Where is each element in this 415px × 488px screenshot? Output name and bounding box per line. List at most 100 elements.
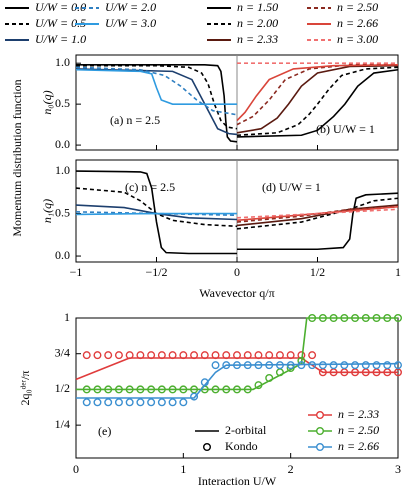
panel-label: (b) U/W = 1	[316, 122, 375, 136]
kondo-point	[222, 361, 231, 370]
y-tick-label: 1.0	[55, 163, 70, 177]
kondo-point	[318, 314, 327, 323]
data-line	[236, 204, 399, 227]
kondo-point	[361, 314, 370, 323]
kondo-point	[147, 398, 156, 407]
kondo-point	[190, 392, 199, 401]
kondo-point	[383, 314, 392, 323]
kondo-point	[372, 361, 381, 370]
y-tick-label: 0.5	[55, 96, 70, 110]
legend-label: n = 2.66	[338, 439, 379, 453]
kondo-point	[394, 361, 403, 370]
data-line	[76, 317, 398, 391]
legend-swatch	[316, 427, 325, 436]
kondo-point	[372, 314, 381, 323]
legend-label: n = 3.00	[337, 32, 378, 46]
x-axis-label: Interaction U/W	[198, 474, 277, 488]
kondo-point	[222, 351, 231, 360]
x-tick-label: 0	[73, 462, 79, 476]
kondo-point	[265, 374, 274, 383]
x-tick-label: 0	[234, 265, 240, 279]
y-tick-label: 0.0	[55, 248, 70, 262]
kondo-point	[200, 351, 209, 360]
data-line	[75, 170, 237, 255]
x-tick-label: 1	[180, 462, 186, 476]
kondo-point	[114, 398, 123, 407]
data-line	[237, 192, 399, 251]
legend-label: U/W = 2.0	[105, 0, 156, 14]
y-tick-label: 0.5	[55, 205, 70, 219]
y-tick-label: 1/4	[55, 417, 70, 431]
kondo-point	[114, 351, 123, 360]
legend-label: n = 2.66	[337, 16, 378, 30]
kondo-point	[168, 398, 177, 407]
legend-label: n = 2.50	[338, 423, 379, 437]
kondo-point	[232, 351, 241, 360]
kondo-point	[318, 361, 327, 370]
kondo-point	[104, 385, 113, 394]
y-tick-label: 1.0	[55, 55, 70, 69]
legend-swatch	[202, 443, 211, 452]
kondo-point	[147, 385, 156, 394]
data-line	[75, 212, 237, 216]
legend-label: n = 2.00	[237, 16, 278, 30]
data-line	[236, 208, 399, 219]
kondo-point	[222, 385, 231, 394]
kondo-point	[125, 351, 134, 360]
legend-swatch	[316, 411, 325, 420]
kondo-point	[82, 351, 91, 360]
kondo-point	[125, 385, 134, 394]
y-tick-label: 0.0	[55, 137, 70, 151]
kondo-point	[308, 351, 317, 360]
y-axis-label: n₀(q)	[40, 90, 54, 114]
kondo-point	[286, 351, 295, 360]
kondo-point	[179, 385, 188, 394]
data-line	[236, 66, 399, 137]
kondo-point	[136, 385, 145, 394]
kondo-point	[190, 351, 199, 360]
kondo-point	[200, 378, 209, 387]
kondo-point	[114, 385, 123, 394]
legend-label: n = 2.50	[337, 0, 378, 14]
kondo-point	[93, 398, 102, 407]
kondo-point	[275, 351, 284, 360]
data-line	[75, 66, 238, 116]
kondo-point	[308, 314, 317, 323]
kondo-point	[147, 351, 156, 360]
kondo-point	[211, 385, 220, 394]
kondo-point	[383, 361, 392, 370]
kondo-point	[243, 361, 252, 370]
kondo-point	[157, 351, 166, 360]
kondo-point	[254, 381, 263, 390]
kondo-point	[125, 398, 134, 407]
kondo-point	[329, 361, 338, 370]
kondo-point	[394, 314, 403, 323]
kondo-point	[297, 361, 306, 370]
kondo-point	[254, 351, 263, 360]
kondo-point	[243, 385, 252, 394]
kondo-point	[82, 398, 91, 407]
kondo-point	[351, 361, 360, 370]
kondo-point	[211, 351, 220, 360]
legend-label: U/W = 0.5	[35, 16, 86, 30]
x-tick-label: −1/2	[145, 265, 167, 279]
legend-label: n = 2.33	[338, 407, 379, 421]
kondo-point	[232, 361, 241, 370]
x-tick-label: 1/2	[310, 265, 325, 279]
legend-label: Kondo	[225, 439, 258, 453]
kondo-point	[104, 351, 113, 360]
kondo-point	[104, 398, 113, 407]
kondo-point	[265, 351, 274, 360]
legend-label: U/W = 0.0	[35, 0, 86, 14]
x-axis-label: Wavevector q/π	[199, 286, 274, 300]
x-tick-label: 3	[395, 462, 401, 476]
kondo-point	[168, 385, 177, 394]
kondo-point	[211, 361, 220, 370]
y-tick-label: 3/4	[55, 345, 70, 359]
kondo-point	[232, 385, 241, 394]
y-axis-label: n₁(q)	[40, 199, 54, 223]
kondo-point	[93, 351, 102, 360]
group-y-label: Momentum distribution function	[10, 79, 24, 236]
kondo-point	[286, 361, 295, 370]
